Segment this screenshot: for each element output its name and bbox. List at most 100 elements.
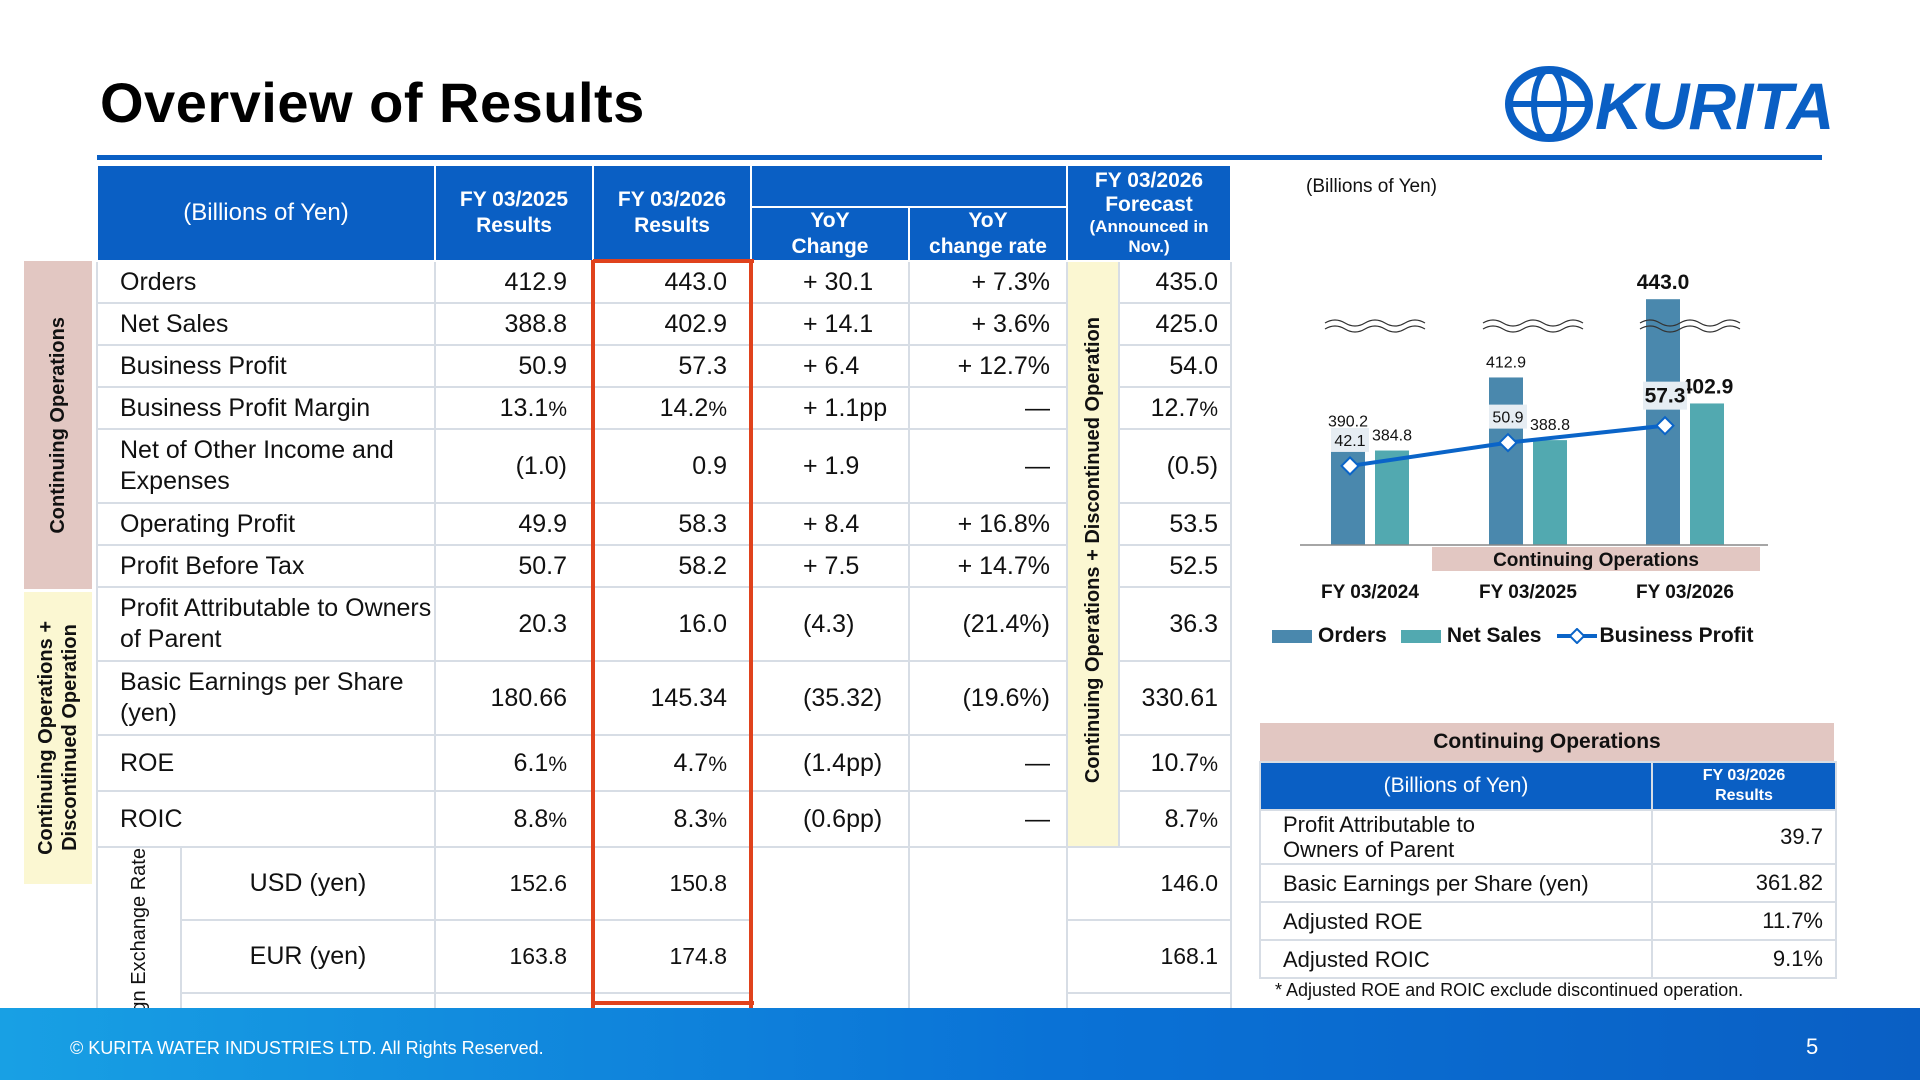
forecast-side-label-text: Continuing Operations + Discontinued Ope… xyxy=(1081,317,1104,784)
small-table-row: Basic Earnings per Share (yen) 361.82 xyxy=(1259,863,1837,903)
table-row: Net of Other Income and Expenses (1.0) 0.9… xyxy=(96,428,1233,504)
small-table-row: Profit Attributable to Owners of Parent 3… xyxy=(1259,809,1837,865)
cell-fy2025-value: 50.7 xyxy=(518,551,567,580)
cell-yoy-rate: + 3.6% xyxy=(908,302,1068,346)
results-table: (Billions of Yen) FY 03/2025 Results FY … xyxy=(96,164,1233,1068)
cell-forecast-value: (0.5) xyxy=(1166,451,1219,480)
business-profit-label-bg xyxy=(1643,381,1687,410)
row-label: ROE xyxy=(96,734,436,792)
pct-sign: % xyxy=(1199,808,1219,832)
bracket-label: Continuing Operations xyxy=(1493,550,1699,571)
cell-yoy-rate: + 7.3% xyxy=(908,260,1068,304)
cell-fy2026: 402.9 xyxy=(591,302,753,346)
cell-forecast-value: 330.61 xyxy=(1141,683,1219,712)
cell-fy2025: 388.8 xyxy=(434,302,594,346)
business-profit-data-label: 50.9 xyxy=(1492,410,1523,427)
small-row-label: Profit Attributable to Owners of Parent xyxy=(1259,809,1653,865)
small-row-value: 9.1% xyxy=(1651,939,1837,979)
business-profit-point xyxy=(1655,415,1675,436)
row-label: Profit Before Tax xyxy=(96,544,436,588)
table-row: Net Sales 388.8 402.9 + 14.1 + 3.6% 425.0 xyxy=(96,302,1233,346)
small-row-label: Adjusted ROIC xyxy=(1259,939,1653,979)
small-row-value: 39.7 xyxy=(1651,809,1837,865)
axis-break-mark xyxy=(1639,319,1741,327)
cell-yoy-rate: + 16.8% xyxy=(908,502,1068,546)
cell-fy2025-value: 49.9 xyxy=(518,509,567,538)
cell-yoy-change: + 7.5 xyxy=(750,544,910,588)
cell-fy2026-value: 16.0 xyxy=(678,609,727,638)
pct-sign: % xyxy=(708,752,727,776)
small-row-value: 361.82 xyxy=(1651,863,1837,903)
legend-orders: Orders xyxy=(1272,624,1387,648)
table-row: Profit Before Tax 50.7 58.2 + 7.5 + 14.7% 52.… xyxy=(96,544,1233,588)
page-number: 5 xyxy=(1806,1034,1819,1059)
fx-row: EUR (yen) 163.8 174.8 168.1 xyxy=(97,919,1233,995)
net-sales-data-label: 402.9 xyxy=(1681,375,1734,398)
small-table-row: Adjusted ROE 11.7% xyxy=(1259,901,1837,941)
cell-yoy-rate: — xyxy=(908,428,1068,504)
business-profit-point xyxy=(1340,456,1360,476)
cell-yoy-change: + 1.9 xyxy=(750,428,910,504)
footer-bar xyxy=(0,1008,1920,1080)
logo-text: KURITA xyxy=(1595,69,1834,143)
cell-fy2026-value: 58.3 xyxy=(678,509,727,538)
side-label-continuing-discontinued: Continuing Operations + Discontinued Ope… xyxy=(24,592,92,884)
fx-fy2025: 163.8 xyxy=(434,919,594,995)
net-sales-bar xyxy=(1533,440,1567,545)
cell-forecast-value: 435.0 xyxy=(1155,267,1219,296)
cell-fy2026-value: 145.34 xyxy=(650,683,727,712)
pct-sign: % xyxy=(548,752,567,776)
fx-currency-label: USD (yen) xyxy=(180,845,436,922)
unit-header: (Billions of Yen) xyxy=(96,164,436,262)
col-yoy-rate: YoY change rate xyxy=(908,206,1068,262)
logo-mark-icon xyxy=(1505,66,1593,142)
fx-fy2026: 174.8 xyxy=(591,919,753,995)
side-label-continuing-text: Continuing Operations xyxy=(47,316,69,534)
cell-fy2025-value: 13.1 xyxy=(499,393,549,422)
cell-forecast-value: 425.0 xyxy=(1155,309,1219,338)
cell-yoy-rate: + 14.7% xyxy=(908,544,1068,588)
net-sales-data-label: 384.8 xyxy=(1372,428,1412,445)
yoy-group-header xyxy=(750,164,1068,208)
forecast-header-text: FY 03/2026 Forecast xyxy=(1094,169,1204,216)
cell-forecast-value: 8.7 xyxy=(1164,804,1200,833)
col-yoy-change: YoY Change xyxy=(750,206,910,262)
row-label: Profit Attributable to Owners of Parent xyxy=(96,586,436,662)
axis-break-mark xyxy=(1482,325,1584,333)
orders-data-label: 390.2 xyxy=(1328,413,1368,430)
cell-yoy-rate: (21.4%) xyxy=(908,586,1068,662)
cell-yoy-change: (35.32) xyxy=(750,660,910,736)
pct-sign: % xyxy=(1199,397,1219,421)
axis-break-mark xyxy=(1482,319,1584,327)
fx-forecast: 146.0 xyxy=(1065,845,1233,922)
cell-fy2026: 58.3 xyxy=(591,502,753,546)
small-row-label: Adjusted ROE xyxy=(1259,901,1653,941)
cell-fy2026: 4.7% xyxy=(591,734,753,792)
cell-forecast-value: 10.7 xyxy=(1150,748,1200,777)
side-label-continuing-discontinued-text: Continuing Operations + Discontinued Ope… xyxy=(35,621,81,855)
legend-orders-swatch xyxy=(1272,629,1312,643)
table-row: Operating Profit 49.9 58.3 + 8.4 + 16.8% 53.5 xyxy=(96,502,1233,546)
cell-fy2026: 0.9 xyxy=(591,428,753,504)
fx-currency-label: EUR (yen) xyxy=(180,919,436,995)
small-table-row: Adjusted ROIC 9.1% xyxy=(1259,939,1837,979)
legend-net-sales-label: Net Sales xyxy=(1446,624,1542,647)
cell-yoy-rate: — xyxy=(908,790,1068,848)
side-label-continuing: Continuing Operations xyxy=(24,261,92,589)
cell-fy2025: 6.1% xyxy=(434,734,594,792)
x-tick-label: FY 03/2025 xyxy=(1479,582,1577,603)
forecast-header-note: (Announced in Nov.) xyxy=(1089,217,1209,256)
cell-fy2025-value: 388.8 xyxy=(504,309,567,338)
cell-fy2026-value: 14.2 xyxy=(659,393,709,422)
cell-fy2026: 443.0 xyxy=(591,260,753,304)
cell-fy2025: 50.9 xyxy=(434,344,594,388)
orders-bar xyxy=(1489,377,1523,545)
footnote: * Adjusted ROE and ROIC exclude disconti… xyxy=(1275,980,1744,1000)
legend-business-profit-label: Business Profit xyxy=(1599,624,1754,647)
cell-forecast-value: 12.7 xyxy=(1150,393,1200,422)
small-row-value: 11.7% xyxy=(1651,901,1837,941)
axis-break-mark xyxy=(1324,325,1426,333)
cell-fy2026-value: 4.7 xyxy=(673,748,709,777)
cell-forecast-value: 52.5 xyxy=(1169,551,1219,580)
